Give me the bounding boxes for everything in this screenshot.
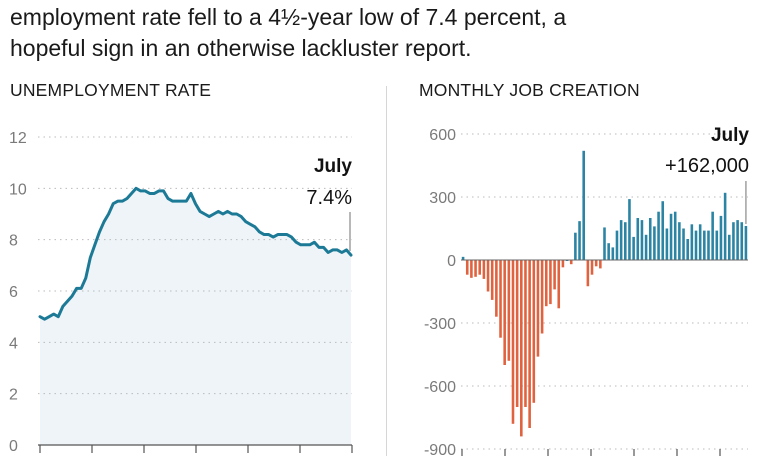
jobs-bar bbox=[711, 211, 714, 260]
jobs-bar bbox=[578, 221, 581, 260]
jobs-bar bbox=[569, 260, 573, 265]
jobs-bar bbox=[615, 230, 619, 260]
intro-text: employment rate fell to a 4½-year low of… bbox=[10, 2, 770, 64]
jobs-bar bbox=[619, 220, 623, 260]
jobs-bar bbox=[557, 260, 561, 309]
unemployment-annotation-value: 7.4% bbox=[306, 187, 352, 209]
jobs-bar bbox=[669, 213, 673, 260]
jobs-bar bbox=[727, 234, 731, 260]
jobs-bar bbox=[657, 211, 660, 260]
jobs-bar bbox=[515, 260, 519, 407]
jobs-bar bbox=[603, 227, 606, 260]
jobs-bar bbox=[549, 260, 552, 305]
jobs-bar bbox=[607, 243, 610, 260]
jobs-tick-label: 300 bbox=[429, 190, 456, 207]
jobs-bar bbox=[594, 260, 598, 267]
jobs-bar bbox=[698, 224, 702, 260]
jobs-bar bbox=[653, 226, 656, 260]
jobs-tick-label: 0 bbox=[447, 253, 456, 270]
jobs-bar bbox=[740, 222, 744, 260]
jobs-bar bbox=[686, 239, 689, 260]
jobs-bar bbox=[678, 222, 681, 260]
unemployment-tick-label: 12 bbox=[9, 130, 27, 147]
jobs-bar bbox=[544, 260, 548, 307]
jobs-bar bbox=[682, 228, 685, 260]
jobs-bar bbox=[636, 218, 640, 260]
jobs-bar bbox=[707, 230, 710, 260]
unemployment-annotation-label: July bbox=[314, 156, 352, 177]
jobs-tick-label: -900 bbox=[424, 442, 456, 456]
jobs-bar bbox=[499, 260, 502, 338]
jobs-bar bbox=[673, 211, 677, 260]
unemployment-area bbox=[40, 188, 351, 445]
jobs-bar bbox=[690, 224, 694, 260]
jobs-bar bbox=[511, 260, 515, 424]
jobs-bar bbox=[507, 260, 511, 361]
jobs-bar bbox=[628, 199, 631, 260]
jobs-bar bbox=[586, 260, 590, 287]
jobs-bar bbox=[495, 260, 498, 317]
jobs-bar bbox=[644, 234, 648, 260]
jobs-bar bbox=[503, 260, 506, 365]
jobs-bar bbox=[632, 236, 635, 260]
chart-divider bbox=[386, 86, 387, 456]
jobs-tick-label: -600 bbox=[424, 379, 456, 396]
jobs-bar bbox=[744, 225, 748, 260]
jobs-tick-label: -300 bbox=[424, 316, 456, 333]
jobs-bar bbox=[732, 222, 735, 260]
jobs-bar bbox=[599, 260, 602, 269]
unemployment-tick-label: 10 bbox=[9, 181, 27, 198]
jobs-bar bbox=[561, 260, 565, 268]
jobs-bar bbox=[482, 260, 486, 279]
jobs-tick-label: 600 bbox=[429, 127, 456, 144]
jobs-bar bbox=[723, 192, 727, 260]
jobs-bar bbox=[611, 247, 615, 260]
unemployment-tick-label: 4 bbox=[9, 335, 18, 352]
jobs-bar bbox=[465, 260, 469, 275]
jobs-bar bbox=[661, 201, 665, 260]
jobs-bar bbox=[665, 228, 669, 260]
jobs-annotation-label: July bbox=[711, 125, 749, 146]
jobs-bar bbox=[520, 260, 523, 437]
jobs-bar bbox=[719, 215, 723, 260]
jobs-bar bbox=[582, 150, 585, 260]
jobs-bar bbox=[590, 260, 594, 275]
jobs-bar bbox=[715, 230, 719, 260]
unemployment-tick-label: 2 bbox=[9, 387, 18, 404]
unemployment-chart-title: UNEMPLOYMENT RATE bbox=[10, 80, 212, 100]
jobs-bar bbox=[640, 220, 644, 260]
unemployment-tick-label: 8 bbox=[9, 233, 18, 250]
unemployment-tick-label: 0 bbox=[9, 438, 18, 455]
unemployment-line bbox=[38, 186, 353, 321]
jobs-bar bbox=[474, 260, 477, 277]
intro-line-1: employment rate fell to a 4½-year low of… bbox=[10, 4, 567, 30]
jobs-bar bbox=[528, 260, 531, 428]
jobs-bar bbox=[536, 260, 540, 357]
jobs-bar bbox=[703, 230, 706, 260]
job-creation-chart-title: MONTHLY JOB CREATION bbox=[419, 80, 640, 100]
jobs-bar bbox=[470, 260, 473, 278]
jobs-bar bbox=[461, 256, 465, 260]
intro-line-2: hopeful sign in an otherwise lackluster … bbox=[10, 35, 472, 61]
jobs-bar bbox=[648, 218, 652, 260]
jobs-bar bbox=[486, 260, 490, 292]
unemployment-tick-label: 6 bbox=[9, 284, 18, 301]
jobs-bar bbox=[553, 260, 556, 290]
jobs-bar bbox=[624, 222, 627, 260]
jobs-bar bbox=[532, 260, 536, 403]
jobs-bar bbox=[694, 230, 698, 260]
jobs-bar bbox=[736, 220, 739, 260]
jobs-bar bbox=[540, 260, 544, 334]
jobs-annotation-value: +162,000 bbox=[665, 155, 749, 177]
jobs-bar bbox=[524, 260, 527, 407]
jobs-bar bbox=[574, 232, 577, 260]
jobs-bar bbox=[478, 260, 482, 275]
jobs-bar bbox=[490, 260, 494, 300]
